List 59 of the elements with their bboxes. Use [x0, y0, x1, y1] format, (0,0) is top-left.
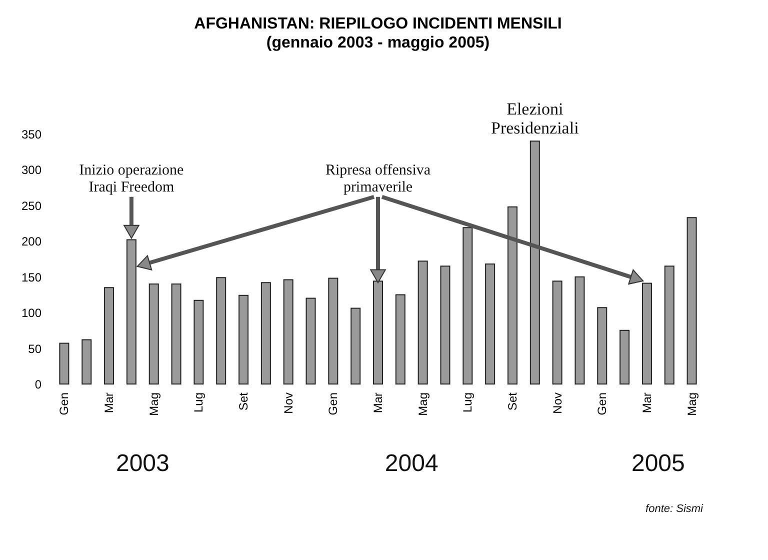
x-tick-label: Mar	[102, 392, 116, 414]
x-tick-label: Mar	[371, 392, 385, 414]
y-tick-label: 100	[21, 306, 42, 320]
annotation: Inizio operazione Iraqi Freedom	[79, 162, 184, 196]
bar	[530, 140, 540, 384]
x-tick-label: Set	[505, 392, 520, 411]
y-tick-label: 350	[21, 128, 42, 142]
bar	[194, 300, 204, 384]
chart-subtitle: (gennaio 2003 - maggio 2005)	[266, 34, 490, 52]
x-tick-label: Mag	[416, 392, 430, 416]
bar	[642, 282, 652, 384]
x-tick-label: Nov	[550, 392, 564, 414]
bar	[620, 330, 630, 384]
bar	[664, 266, 674, 384]
bar	[216, 277, 226, 384]
bar	[283, 279, 294, 384]
bar	[507, 206, 518, 384]
source-note: fonte: Sismi	[646, 503, 704, 515]
y-tick-label: 250	[21, 198, 42, 213]
bar	[574, 276, 585, 384]
bar	[306, 298, 316, 384]
bar	[59, 342, 70, 384]
chart-title: AFGHANISTAN: RIEPILOGO INCIDENTI MENSILI	[194, 15, 562, 32]
bar	[686, 217, 697, 384]
bar	[418, 260, 428, 384]
y-tick-label: 200	[21, 234, 42, 249]
bar	[238, 294, 249, 384]
annotation: Elezioni Presidenziali	[490, 99, 580, 138]
x-tick-label: Mag	[146, 392, 161, 416]
x-tick-label: Mag	[684, 392, 699, 416]
bar	[395, 294, 406, 384]
bar	[552, 280, 562, 384]
bar	[104, 287, 114, 384]
x-tick-label: Nov	[281, 392, 296, 414]
x-tick-label: Gen	[326, 392, 340, 416]
bar	[462, 227, 473, 384]
bar	[440, 266, 450, 384]
bar	[597, 307, 608, 384]
bar	[260, 282, 271, 384]
y-tick-label: 300	[21, 163, 42, 178]
text: 2003	[116, 450, 170, 477]
x-tick-label: Lug	[192, 392, 206, 413]
text: 2004	[384, 450, 438, 477]
y-tick-label: 50	[28, 342, 42, 356]
bar	[171, 284, 182, 384]
x-tick-label: Lug	[460, 392, 475, 413]
x-tick-label: Gen	[595, 392, 610, 416]
bar	[350, 308, 361, 384]
x-tick-label: Gen	[57, 392, 72, 416]
x-tick-label: Mar	[640, 392, 654, 414]
bar	[82, 339, 92, 384]
x-tick-label: Set	[236, 392, 251, 411]
bar	[328, 278, 338, 384]
annotation: Ripresa offensiva primaverile	[325, 162, 431, 196]
text: 2005	[631, 450, 685, 477]
bar	[148, 284, 159, 384]
bar	[485, 264, 496, 384]
y-tick-label: 150	[21, 270, 42, 284]
y-tick-label: 0	[34, 378, 42, 392]
